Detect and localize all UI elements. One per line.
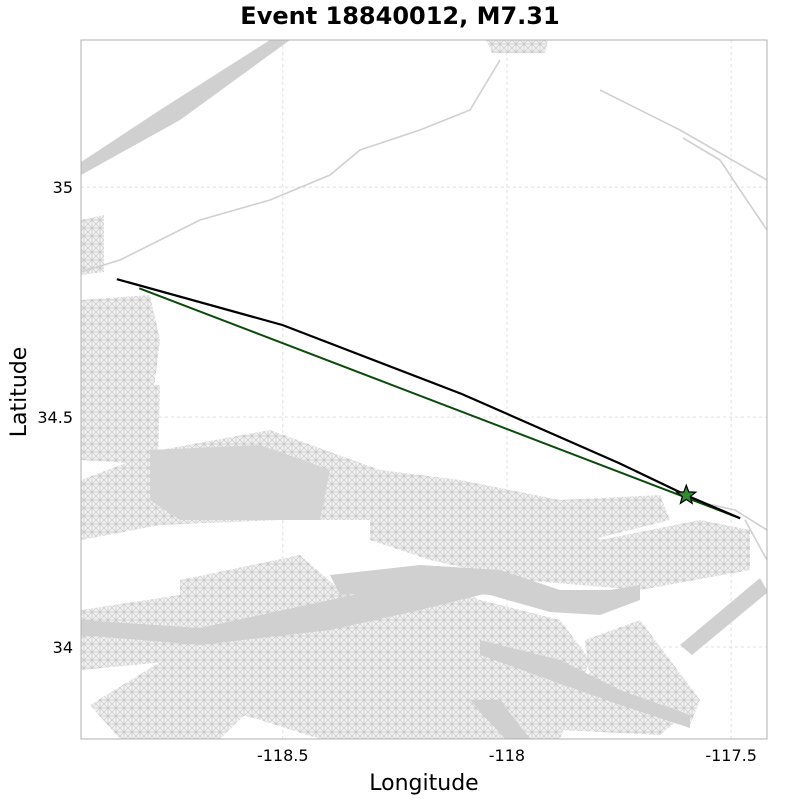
fault-band — [680, 578, 767, 655]
x-axis-label: Longitude — [369, 771, 478, 796]
plot-frame — [80, 39, 768, 740]
rupture-layer — [116, 278, 741, 520]
fault-trace — [81, 59, 501, 273]
fault-mesh-layer — [81, 40, 767, 739]
fault-mesh — [81, 215, 104, 275]
y-axis-label: Latitude — [7, 347, 32, 438]
fault-band — [330, 565, 640, 615]
chart-title: Event 18840012, M7.31 — [240, 2, 560, 30]
fault-mesh — [486, 40, 548, 53]
x-tick-label: -117.5 — [705, 746, 757, 765]
fault-band — [81, 575, 500, 645]
fault-trace — [599, 89, 767, 181]
fault-trace — [744, 519, 767, 561]
fault-mesh — [150, 445, 330, 520]
rupture-chord-line — [138, 287, 741, 520]
fault-band — [480, 640, 690, 728]
y-tick-label: 34 — [53, 638, 73, 657]
fault-mesh — [90, 650, 260, 739]
fault-trace — [682, 137, 767, 231]
rupture-trace-line — [116, 278, 741, 520]
fault-mesh — [180, 555, 590, 739]
fault-band — [81, 40, 290, 175]
tick-labels: -118.5 -118 -117.5 35 34.5 34 — [37, 178, 757, 765]
epicenter-star-icon — [675, 483, 698, 505]
fault-band — [470, 700, 530, 739]
fault-mesh — [370, 490, 750, 590]
y-tick-label: 35 — [53, 178, 73, 197]
fault-mesh — [81, 380, 160, 465]
x-tick-label: -118.5 — [257, 746, 309, 765]
x-tick-label: -118 — [489, 746, 525, 765]
y-tick-label: 34.5 — [37, 408, 73, 427]
